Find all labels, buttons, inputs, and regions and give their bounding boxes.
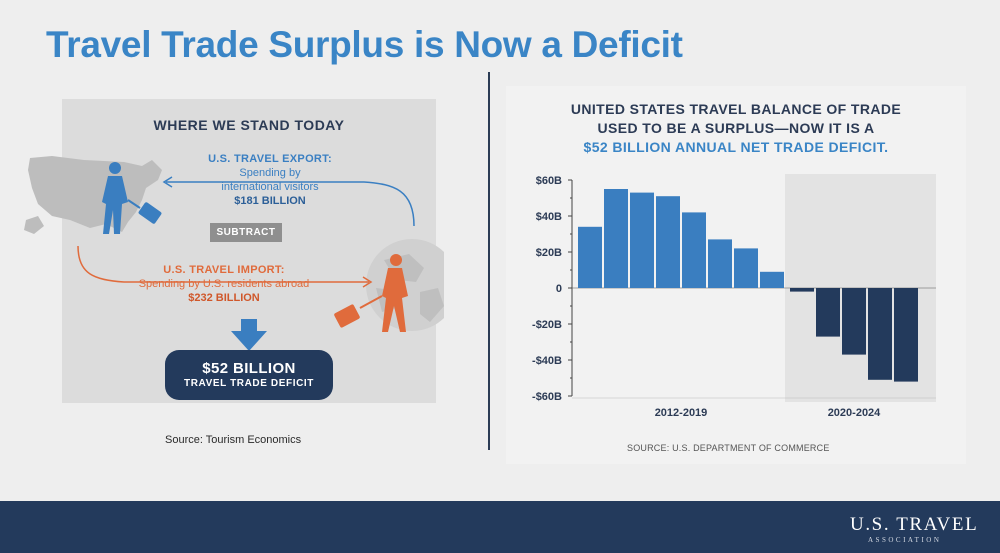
where-we-stand-heading: WHERE WE STAND TODAY [153, 117, 345, 133]
export-desc-line2: international visitors [221, 181, 319, 193]
deficit-label: TRAVEL TRADE DEFICIT [184, 378, 314, 389]
ustravel-logo: U.S. TRAVEL [850, 514, 979, 535]
usa-map-icon [28, 156, 162, 232]
bar [894, 288, 918, 382]
y-tick-label: -$40B [532, 355, 562, 367]
export-desc-line1: Spending by [239, 167, 301, 179]
import-value: $232 BILLION [188, 292, 260, 304]
x-group-label: 2020-2024 [828, 407, 881, 419]
y-tick-label: 0 [556, 283, 562, 295]
ustravel-logo-sub: ASSOCIATION [868, 536, 942, 544]
y-tick-label: $20B [536, 247, 562, 259]
bar [734, 248, 758, 288]
chart-heading-line3: $52 BILLION ANNUAL NET TRADE DEFICIT. [583, 139, 889, 155]
chart-heading-line1: UNITED STATES TRAVEL BALANCE OF TRADE [570, 101, 902, 117]
y-tick-label: -$20B [532, 319, 562, 331]
bar [868, 288, 892, 380]
bar [656, 196, 680, 288]
bar [842, 288, 866, 355]
export-label: U.S. TRAVEL EXPORT: [208, 153, 332, 165]
vertical-divider [488, 72, 490, 450]
bar [682, 212, 706, 288]
deficit-value: $52 BILLION [202, 360, 296, 377]
import-label: U.S. TRAVEL IMPORT: [163, 264, 285, 276]
balance-of-trade-chart: $60B $40B $20B 0 -$20B -$40B -$60B 2012-2019 202… [532, 174, 936, 419]
travel-export-info: U.S. TRAVEL EXPORT: Spending by internat… [186, 152, 354, 208]
down-arrow-icon [231, 319, 267, 351]
export-arrow-icon [166, 181, 415, 227]
bar [790, 288, 814, 292]
import-desc: Spending by U.S. residents abroad [138, 278, 310, 290]
y-tick-label: $40B [536, 211, 562, 223]
import-arrow-icon [77, 245, 369, 283]
source-left: Source: Tourism Economics [165, 434, 302, 446]
bar [816, 288, 840, 337]
chart-heading-line2: USED TO BE A SURPLUS—NOW IT IS A [597, 120, 875, 136]
deficit-callout: $52 BILLION TRAVEL TRADE DEFICIT [165, 350, 333, 400]
export-value: $181 BILLION [234, 195, 306, 207]
chart-heading: UNITED STATES TRAVEL BALANCE OF TRADE US… [506, 100, 966, 157]
bar [604, 189, 628, 288]
source-right: SOURCE: U.S. DEPARTMENT OF COMMERCE [627, 443, 830, 453]
bar [630, 192, 654, 288]
y-tick-label: -$60B [532, 391, 562, 403]
slide-title: Travel Trade Surplus is Now a Deficit [46, 24, 683, 65]
subtract-badge: SUBTRACT [210, 223, 282, 242]
traveler-orange-icon [334, 254, 408, 332]
traveler-blue-icon [102, 162, 162, 234]
bar [760, 271, 784, 288]
footer-bar [0, 501, 1000, 553]
infographic-illustration [24, 156, 444, 332]
y-tick-label: $60B [536, 175, 562, 187]
bar [578, 226, 602, 288]
bar [708, 239, 732, 288]
travel-import-info: U.S. TRAVEL IMPORT: Spending by U.S. res… [116, 263, 332, 305]
x-group-label: 2012-2019 [655, 407, 708, 419]
